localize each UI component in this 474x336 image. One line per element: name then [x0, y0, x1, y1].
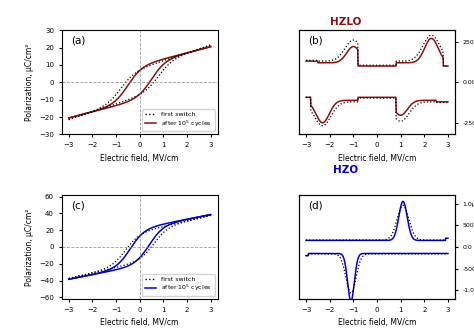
Y-axis label: Polarization, μC/cm²: Polarization, μC/cm² — [25, 44, 34, 121]
X-axis label: Electric field, MV/cm: Electric field, MV/cm — [100, 154, 179, 163]
Text: HZLO: HZLO — [330, 17, 362, 27]
Text: (c): (c) — [71, 200, 85, 210]
Text: (b): (b) — [308, 36, 323, 45]
Legend: first switch, after 10$^5$ cycles: first switch, after 10$^5$ cycles — [143, 274, 215, 296]
X-axis label: Electric field, MV/cm: Electric field, MV/cm — [100, 318, 179, 327]
X-axis label: Electric field, MV/cm: Electric field, MV/cm — [338, 318, 416, 327]
Text: (d): (d) — [308, 200, 323, 210]
Text: HZO: HZO — [333, 165, 359, 175]
X-axis label: Electric field, MV/cm: Electric field, MV/cm — [338, 154, 416, 163]
Y-axis label: Polarization, μC/cm²: Polarization, μC/cm² — [25, 208, 34, 286]
Text: (a): (a) — [71, 36, 85, 45]
Legend: first switch, after 10$^5$ cycles: first switch, after 10$^5$ cycles — [143, 110, 215, 131]
